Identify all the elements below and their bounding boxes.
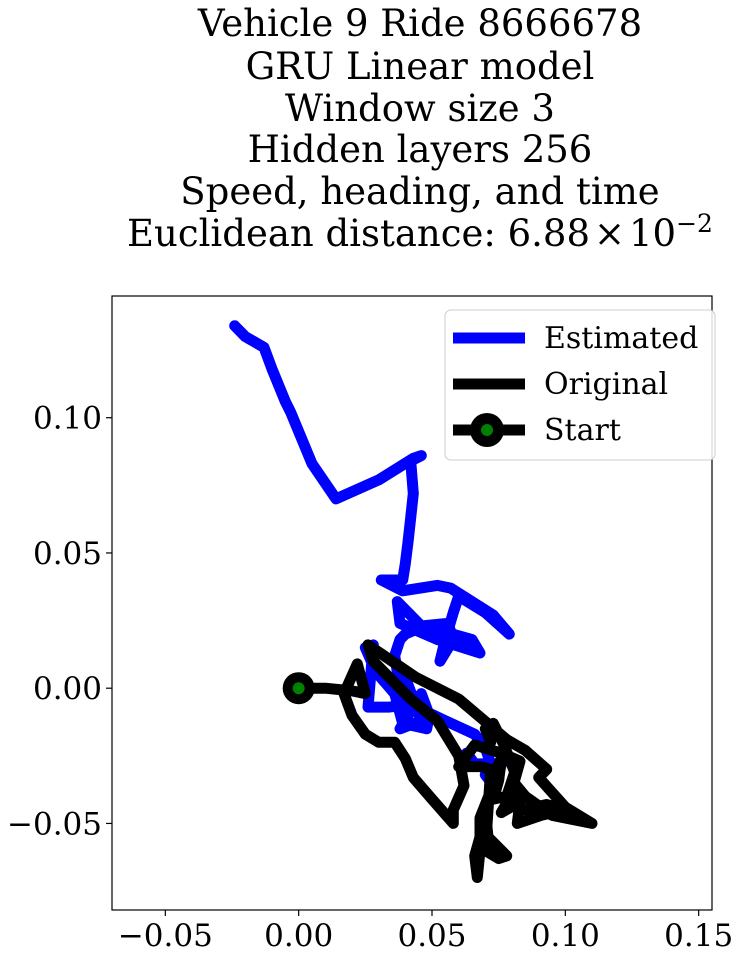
title-line-6: Euclidean distance: 6.88 × 10−2 — [127, 209, 713, 255]
y-tick-label: 0.00 — [33, 671, 102, 707]
title-distance-prefix: Euclidean distance: 6.88 — [127, 212, 590, 255]
legend-label-original: Original — [544, 367, 668, 402]
start-marker-layer — [282, 672, 315, 705]
legend-label-estimated: Estimated — [544, 321, 698, 356]
series-line-estimated — [229, 320, 515, 794]
title-distance-times: × — [594, 212, 625, 255]
plot-area-frame — [111, 295, 713, 911]
legend-swatch-start-inner — [481, 424, 493, 436]
legend-box — [444, 309, 716, 461]
legend-label-start: Start — [544, 413, 621, 448]
title-line-2: GRU Linear model — [246, 45, 595, 88]
title-distance-base: 10 — [629, 212, 676, 255]
title-distance-exponent: −2 — [676, 209, 713, 238]
series-line-original — [293, 639, 598, 883]
title-line-1: Vehicle 9 Ride 8666678 — [197, 2, 642, 45]
series-layer — [229, 320, 598, 883]
title-line-4: Hidden layers 256 — [248, 128, 593, 171]
legend: Estimated Original Start — [444, 309, 716, 461]
x-tick-label: −0.05 — [118, 918, 213, 954]
start-marker-inner — [292, 682, 305, 695]
title-line-3: Window size 3 — [285, 87, 555, 130]
y-axis: −0.05 0.00 0.05 0.10 — [7, 401, 112, 842]
y-tick-label: −0.05 — [7, 806, 102, 842]
x-tick-label: 0.15 — [664, 918, 733, 954]
x-tick-label: 0.10 — [531, 918, 600, 954]
x-tick-label: 0.00 — [264, 918, 333, 954]
chart-title: Vehicle 9 Ride 8666678 GRU Linear model … — [127, 2, 713, 255]
title-line-5: Speed, heading, and time — [180, 170, 659, 213]
y-tick-label: 0.05 — [33, 536, 102, 572]
x-tick-label: 0.05 — [397, 918, 466, 954]
x-axis: −0.05 0.00 0.05 0.10 0.15 — [118, 910, 733, 954]
y-tick-label: 0.10 — [33, 401, 102, 437]
